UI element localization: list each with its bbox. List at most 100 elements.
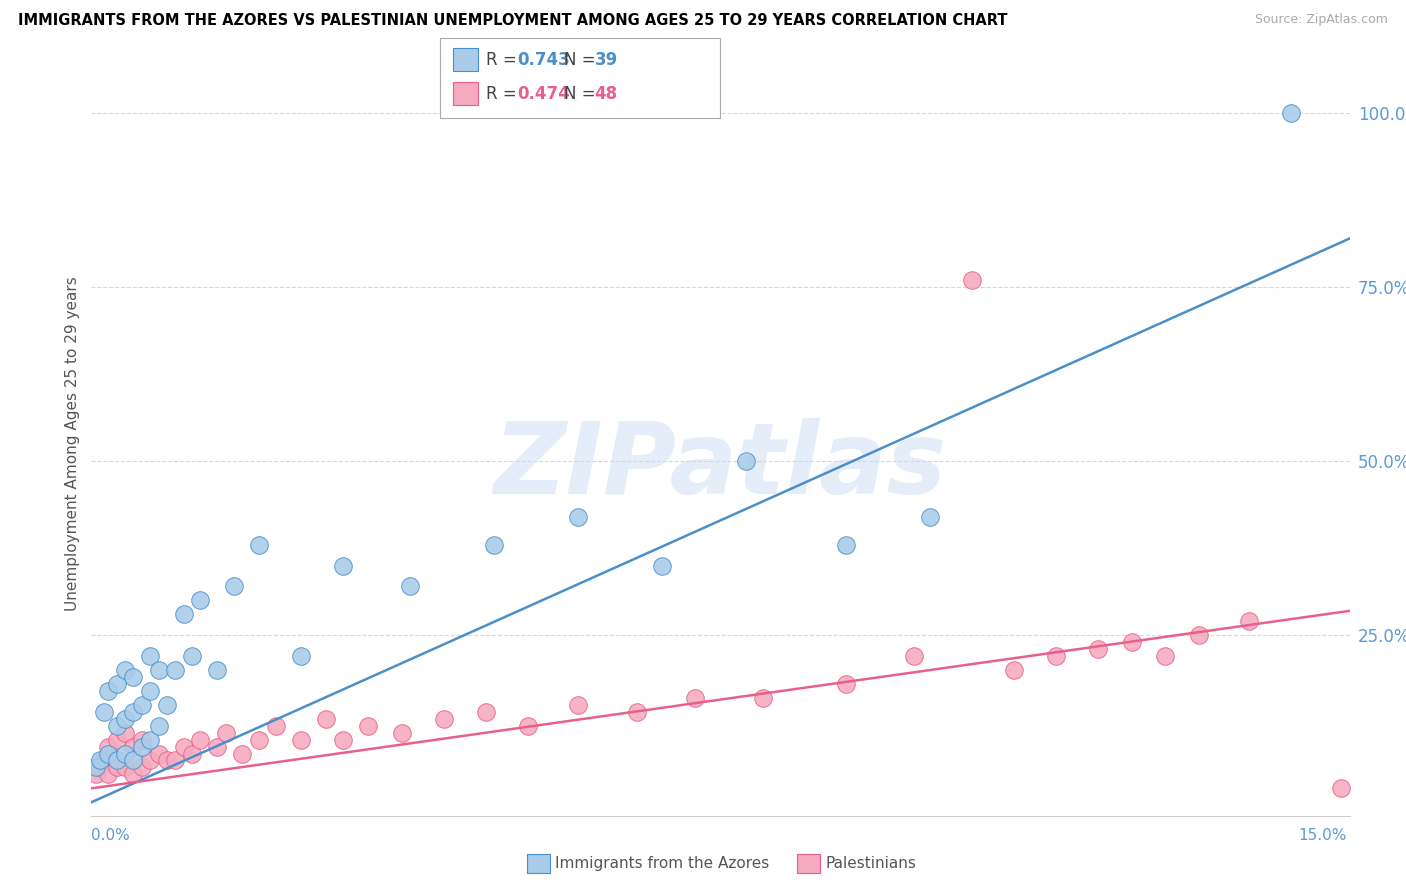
Point (97, 747, 120, 761)
Point (835, 538, 858, 552)
Text: Source: ZipAtlas.com: Source: ZipAtlas.com (1254, 13, 1388, 27)
Text: ZIPatlas: ZIPatlas (494, 417, 948, 515)
Point (247, 732, 270, 747)
Point (651, 558, 673, 573)
Point (685, 690, 707, 705)
Point (89, 754, 111, 768)
Point (1154, 649, 1177, 664)
Point (1188, 628, 1211, 642)
Point (139, 754, 162, 768)
Text: IMMIGRANTS FROM THE AZORES VS PALESTINIAN UNEMPLOYMENT AMONG AGES 25 TO 29 YEARS: IMMIGRANTS FROM THE AZORES VS PALESTINIA… (18, 13, 1008, 29)
Text: Immigrants from the Azores: Immigrants from the Azores (555, 856, 769, 871)
Point (567, 509, 589, 524)
Point (93, 705, 115, 719)
Point (139, 684, 162, 698)
Point (332, 732, 354, 747)
Point (148, 663, 170, 677)
Point (626, 705, 648, 719)
Point (165, 754, 187, 768)
Point (105, 732, 128, 747)
Point (190, 732, 212, 747)
Point (122, 705, 145, 719)
Text: N =: N = (564, 51, 600, 69)
Point (315, 712, 337, 726)
Point (1002, 663, 1025, 677)
Point (734, 454, 756, 468)
Point (105, 760, 128, 774)
Text: 15.0%: 15.0% (1299, 828, 1347, 843)
Point (131, 739, 153, 754)
Point (1121, 635, 1143, 649)
Point (114, 663, 136, 677)
Point (903, 649, 925, 664)
Point (114, 747, 136, 761)
Point (751, 690, 773, 705)
Point (131, 760, 153, 774)
Point (920, 509, 942, 524)
Point (139, 649, 162, 664)
Point (1045, 649, 1067, 664)
Point (1237, 614, 1260, 628)
Point (122, 754, 145, 768)
Text: R =: R = (486, 51, 523, 69)
Point (156, 698, 179, 712)
Point (205, 663, 228, 677)
Point (962, 273, 984, 287)
Text: 48: 48 (595, 85, 617, 103)
Point (357, 719, 380, 733)
Point (1330, 781, 1353, 796)
Point (122, 767, 145, 781)
Point (222, 579, 245, 593)
Point (131, 732, 153, 747)
Text: Palestinians: Palestinians (825, 856, 917, 871)
Text: 0.743: 0.743 (517, 51, 571, 69)
Text: N =: N = (564, 85, 600, 103)
Point (247, 538, 270, 552)
Point (148, 719, 170, 733)
Point (93, 754, 115, 768)
Text: 0.474: 0.474 (517, 85, 571, 103)
Point (181, 747, 204, 761)
Point (173, 739, 195, 754)
Point (1279, 106, 1302, 120)
Point (1087, 642, 1109, 657)
Point (290, 732, 312, 747)
Point (165, 663, 187, 677)
Point (114, 760, 136, 774)
Point (399, 579, 422, 593)
Text: 0.0%: 0.0% (91, 828, 131, 843)
Point (84, 760, 107, 774)
Text: R =: R = (486, 85, 523, 103)
Point (181, 649, 204, 664)
Point (84, 767, 107, 781)
Point (173, 607, 195, 622)
Point (290, 649, 312, 664)
Point (89, 760, 111, 774)
Point (205, 739, 228, 754)
Y-axis label: Unemployment Among Ages 25 to 29 years: Unemployment Among Ages 25 to 29 years (65, 277, 80, 611)
Point (391, 725, 413, 739)
Point (97, 684, 120, 698)
Point (190, 593, 212, 607)
Point (264, 719, 287, 733)
Point (214, 725, 236, 739)
Point (97, 739, 120, 754)
Point (148, 747, 170, 761)
Point (105, 719, 128, 733)
Point (122, 739, 145, 754)
Point (156, 754, 179, 768)
Point (131, 698, 153, 712)
Point (482, 538, 505, 552)
Point (231, 747, 253, 761)
Point (139, 732, 162, 747)
Point (433, 712, 456, 726)
Point (114, 712, 136, 726)
Point (114, 725, 136, 739)
Point (567, 698, 589, 712)
Point (105, 754, 128, 768)
Point (122, 670, 145, 684)
Point (332, 558, 354, 573)
Text: 39: 39 (595, 51, 619, 69)
Point (516, 719, 538, 733)
Point (835, 677, 858, 691)
